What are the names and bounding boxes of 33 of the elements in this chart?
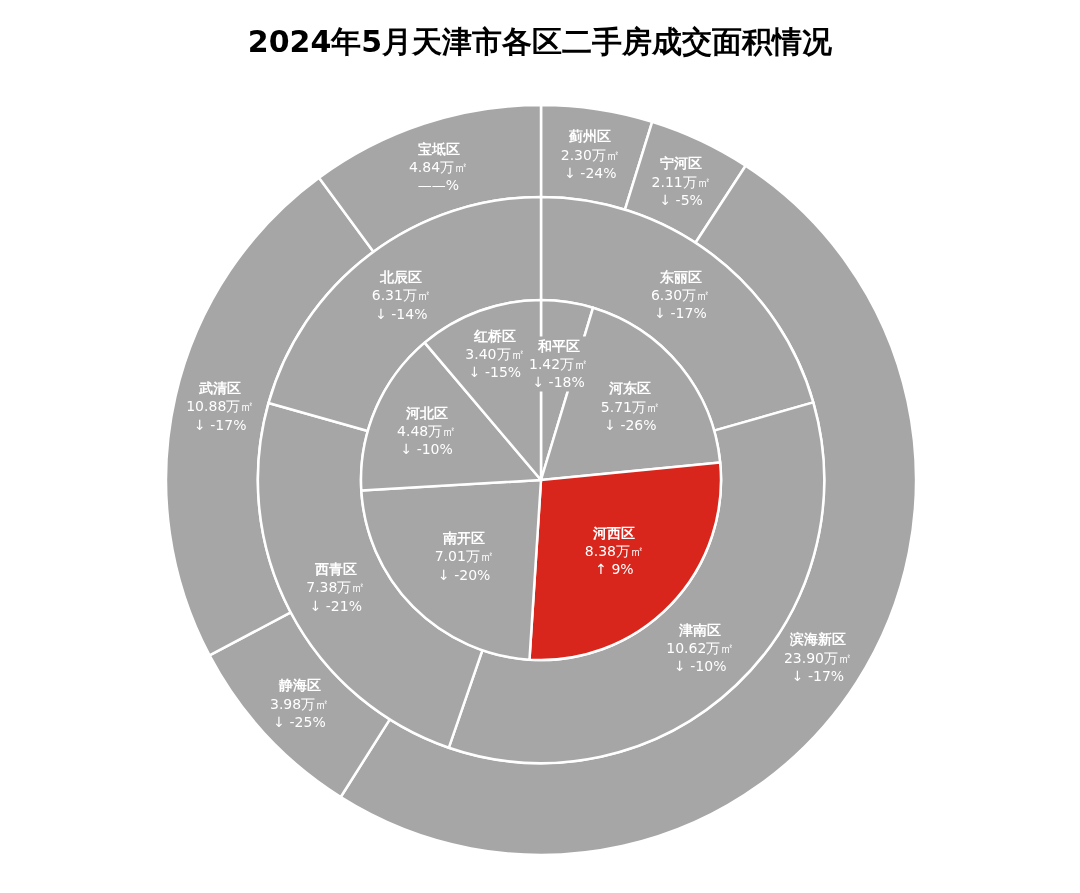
slice-label: 宁河区 (660, 155, 703, 172)
data-label: 8.38万㎡ ↑ 9% (584, 543, 645, 578)
slice-label: 静海区 (277, 677, 321, 694)
slice-label: 滨海新区 (788, 631, 846, 648)
data-label: 2.30万㎡ ↓ -24% (560, 146, 620, 181)
data-label: 4.84万㎡ ——% (408, 159, 469, 194)
data-label: 6.31万㎡ ↓ -14% (371, 287, 431, 322)
data-label: 6.30万㎡ ↓ -17% (650, 287, 711, 322)
data-label: 7.01万㎡ ↓ -20% (434, 548, 494, 583)
data-label: 3.40万㎡ ↓ -15% (465, 346, 525, 381)
slice-label: 津南区 (678, 621, 722, 638)
slice-label: 红桥区 (472, 328, 516, 345)
slice-label: 南开区 (442, 530, 486, 547)
slice-label: 河西区 (592, 524, 636, 541)
slice-label: 河东区 (608, 380, 652, 397)
slice-label: 蓟州区 (568, 128, 612, 145)
data-label: 3.98万㎡ ↓ -25% (269, 695, 330, 730)
slice-label: 和平区 (536, 338, 580, 354)
data-label: 7.38万㎡ ↓ -21% (306, 579, 366, 614)
slice-label: 西青区 (313, 561, 357, 578)
data-label: 4.48万㎡ ↓ -10% (397, 422, 457, 458)
data-label: 23.90万㎡ ↓ -17% (783, 649, 853, 684)
chart-title: 2024年5月天津市各区二手房成交面积情况 (247, 24, 834, 60)
data-label: 1.42万㎡ ↓ -18% (529, 356, 589, 391)
slice-label: 河北区 (404, 404, 448, 421)
slice-label: 宝坻区 (417, 141, 460, 158)
slice-label: 东丽区 (658, 268, 702, 285)
slice-label: 武清区 (198, 380, 242, 397)
slice-label: 北辰区 (379, 269, 423, 286)
data-label: 2.11万㎡ ↓ -5% (651, 173, 711, 208)
data-label: 10.88万㎡ ↓ -17% (186, 398, 255, 433)
data-label: 10.62万㎡ ↓ -10% (666, 640, 735, 675)
data-label: 5.71万㎡ ↓ -26% (600, 398, 660, 433)
